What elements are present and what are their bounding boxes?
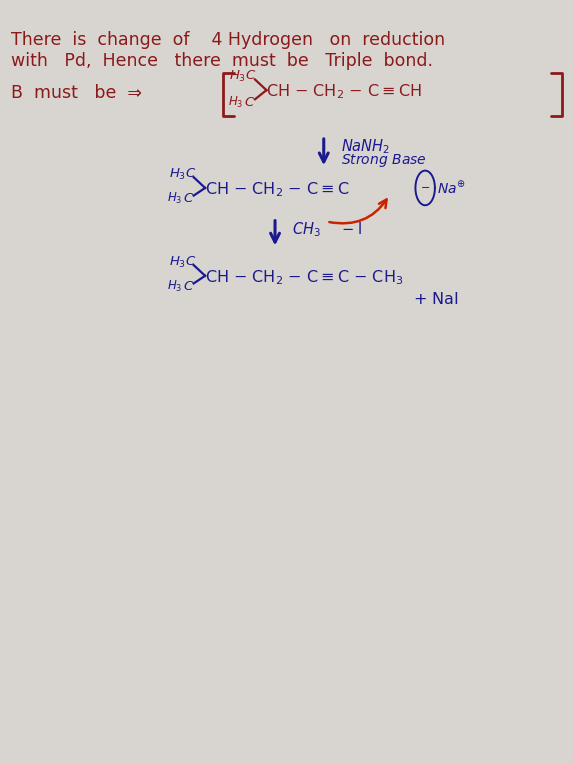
Text: There  is  change  of    4 Hydrogen   on  reduction: There is change of 4 Hydrogen on reducti… [11, 31, 446, 49]
Text: $-$ I: $-$ I [341, 222, 363, 237]
Text: $H_3$: $H_3$ [228, 95, 244, 110]
Text: −: − [421, 183, 430, 193]
Text: $+$ NaI: $+$ NaI [413, 292, 458, 307]
Text: $H_3$: $H_3$ [167, 191, 183, 206]
Text: C: C [244, 96, 253, 109]
Text: C: C [183, 280, 193, 293]
Text: B  must   be  ⇒: B must be ⇒ [11, 84, 142, 102]
Text: with   Pd,  Hence   there  must  be   Triple  bond.: with Pd, Hence there must be Triple bond… [11, 52, 433, 70]
Text: CH $-$ CH$_2$ $-$ C$\equiv$C: CH $-$ CH$_2$ $-$ C$\equiv$C [205, 180, 350, 199]
Text: $H_3C$: $H_3C$ [229, 69, 257, 84]
Text: CH $-$ CH$_2$ $-$ C$\equiv$CH: CH $-$ CH$_2$ $-$ C$\equiv$CH [266, 83, 422, 101]
Text: C: C [183, 192, 193, 206]
Text: CH $-$ CH$_2$ $-$ C$\equiv$C $-$ CH$_3$: CH $-$ CH$_2$ $-$ C$\equiv$C $-$ CH$_3$ [205, 268, 403, 286]
Text: $NaNH_2$: $NaNH_2$ [341, 138, 390, 156]
Text: $H_3$: $H_3$ [167, 279, 183, 294]
Text: $\mathit{Strong\ Base}$: $\mathit{Strong\ Base}$ [341, 152, 427, 169]
Text: $CH_3$: $CH_3$ [292, 220, 321, 238]
Text: $H_3C$: $H_3C$ [169, 167, 197, 182]
Text: $Na^{\oplus}$: $Na^{\oplus}$ [437, 180, 465, 196]
Text: $H_3C$: $H_3C$ [169, 254, 197, 270]
